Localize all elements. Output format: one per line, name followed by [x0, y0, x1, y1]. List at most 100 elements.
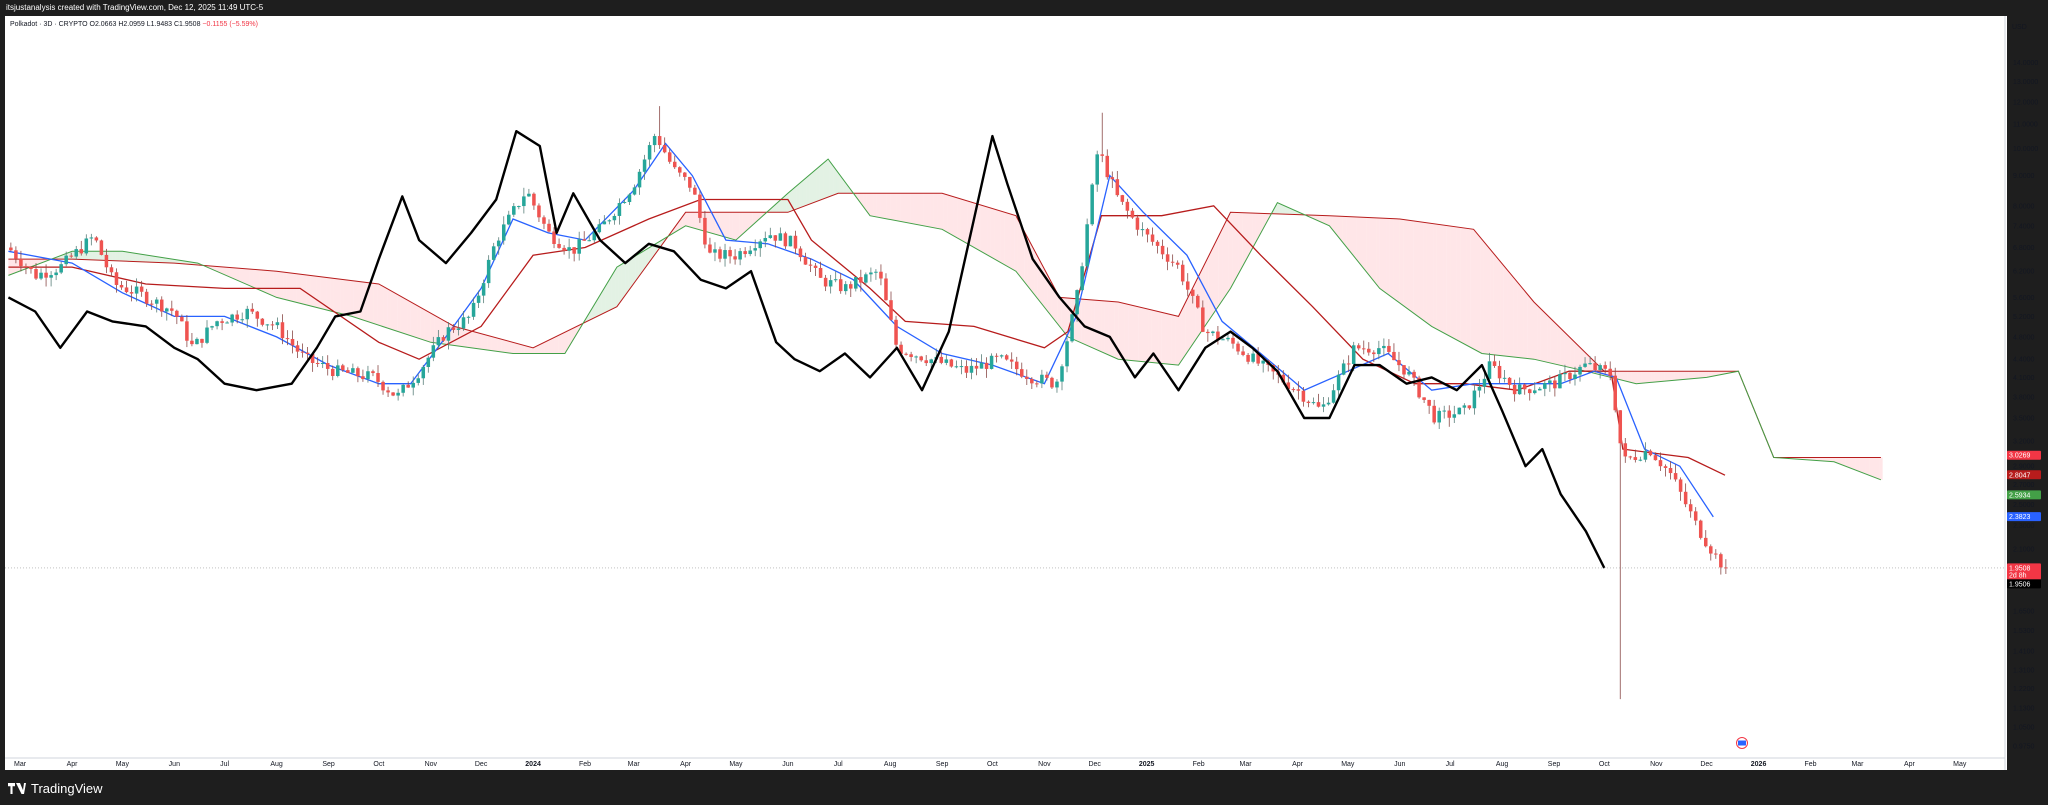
price-label-text: 1.9508 [2009, 565, 2031, 572]
candle-body [1306, 401, 1311, 403]
candle [693, 184, 697, 195]
cloud-segment [1175, 315, 1179, 366]
candle [547, 219, 551, 233]
candle [1140, 222, 1145, 237]
cloud-segment [574, 325, 579, 337]
candle [1633, 449, 1638, 463]
cloud-segment [930, 193, 934, 228]
cloud-segment [638, 252, 643, 277]
time-axis[interactable]: Mar Apr May Jun Jul Aug Sep Oct Nov Dec 2024 Feb Mar… [5, 737, 2005, 769]
cloud-segment [1557, 325, 1561, 366]
candle-body [577, 239, 581, 254]
candle-body [1045, 374, 1049, 378]
cloud-segment [1711, 371, 1715, 377]
cloud-segment [1520, 285, 1524, 359]
candle [974, 358, 979, 376]
candle [1065, 337, 1069, 373]
candle-body [381, 381, 385, 391]
cloud-segment [1698, 371, 1702, 379]
publish-caption: itsjustanalysis created with TradingView… [6, 3, 264, 12]
cloud-segment [994, 209, 998, 261]
candle [220, 318, 224, 331]
candle-body [1341, 363, 1346, 375]
cloud-segment [333, 278, 337, 313]
candle [1206, 329, 1210, 342]
candle [1507, 377, 1512, 389]
candle [627, 193, 632, 205]
candle-body [1145, 229, 1150, 235]
candle-body [768, 235, 773, 238]
cloud-segment [538, 343, 542, 354]
cloud-segment [1235, 212, 1239, 280]
candles[interactable] [9, 106, 1728, 700]
candle [481, 279, 486, 304]
candle [59, 261, 63, 275]
candle [1522, 383, 1527, 395]
candle [139, 280, 144, 297]
candle-body [1487, 361, 1492, 379]
candle-body [44, 272, 48, 278]
cloud-segment [283, 272, 287, 300]
candle-body [763, 237, 768, 242]
candle [1301, 387, 1306, 407]
candle-body [139, 286, 144, 292]
candle [1437, 407, 1441, 430]
candle [1316, 393, 1321, 408]
candle-body [1050, 377, 1054, 388]
candle [964, 360, 969, 378]
candle [451, 324, 456, 333]
cloud-segment [112, 251, 116, 261]
candle [1145, 227, 1150, 243]
candle [1170, 254, 1175, 267]
candle [617, 198, 622, 225]
time-tick-label: Feb [1805, 761, 1817, 768]
candle [1558, 370, 1562, 389]
candle [698, 190, 702, 223]
time-tick-label: Feb [579, 761, 591, 768]
price-tick-label: 1.1300 [2013, 706, 2035, 713]
candle [1467, 405, 1472, 410]
cloud-segment [430, 313, 435, 343]
cloud-segment [1151, 309, 1156, 363]
candle-body [949, 359, 954, 367]
candle [109, 264, 114, 277]
candle-body [361, 376, 365, 380]
candle-body [180, 316, 184, 322]
senkou-span-a-line [8, 158, 1882, 481]
cloud-segment [340, 279, 344, 315]
candle [1090, 183, 1094, 226]
cloud-segment [383, 286, 388, 328]
cloud-segment [1815, 457, 1819, 461]
candle-body [366, 371, 370, 380]
candle [471, 297, 476, 320]
candle-body [683, 172, 687, 177]
tradingview-brand[interactable]: TradingView [8, 781, 103, 796]
cloud-segment [1423, 222, 1427, 323]
candle-body [899, 344, 903, 354]
candle-body [1527, 389, 1532, 394]
cloud-segment [1369, 217, 1373, 281]
cloud-segment [1285, 206, 1290, 215]
cloud-segment [1413, 220, 1417, 316]
candle-body [703, 217, 707, 245]
candle [527, 188, 531, 197]
candle [1407, 366, 1411, 377]
chart-frame [5, 16, 2007, 770]
candle [683, 171, 687, 181]
cloud-segment [434, 315, 438, 344]
cloud-segment [1238, 212, 1243, 274]
cloud-segment [28, 259, 32, 268]
candle [1608, 361, 1612, 381]
price-axis[interactable]: USD 14.0000 13.0000 12.0000 11.0000 10.0000 9.… [2004, 16, 2038, 770]
candle [532, 192, 536, 210]
cloud-segment [1547, 315, 1551, 364]
candle [416, 373, 421, 386]
candle-body [1301, 390, 1306, 402]
candle [1196, 294, 1200, 309]
candle [275, 317, 280, 329]
cloud-segment [407, 300, 411, 336]
candle [351, 363, 355, 374]
candle-body [1613, 375, 1617, 411]
candle [1180, 260, 1185, 286]
